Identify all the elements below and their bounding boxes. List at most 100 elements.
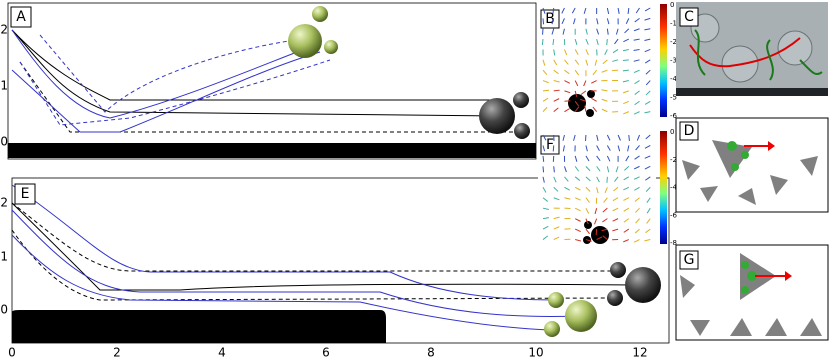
field-arrow — [623, 228, 630, 233]
field-arrow — [553, 226, 560, 230]
field-arrow — [601, 228, 608, 232]
field-arrow — [553, 80, 560, 83]
field-arrow — [614, 176, 619, 182]
field-arrow — [591, 97, 597, 102]
colorbar-tick-label: 0 — [670, 1, 674, 9]
field-arrow — [542, 69, 548, 76]
field-arrow — [613, 186, 619, 192]
field-arrow — [612, 218, 619, 222]
field-arrow — [574, 49, 579, 55]
field-arrow — [574, 100, 580, 107]
field-arrow — [585, 228, 590, 235]
field-arrow — [633, 176, 640, 180]
field-arrow — [606, 134, 611, 141]
field-arrow — [633, 59, 640, 62]
field-arrow — [622, 59, 629, 61]
field-arrow — [562, 28, 565, 35]
panel-g: G — [675, 244, 829, 341]
field-arrow — [644, 28, 651, 31]
field-arrow — [585, 166, 591, 172]
panel-a: A 0 1 2 — [0, 2, 537, 160]
field-arrow — [594, 59, 598, 66]
field-arrow — [612, 207, 619, 212]
field-arrow — [574, 69, 580, 76]
field-arrow — [594, 218, 598, 225]
field-arrow — [563, 166, 567, 173]
panel-label: A — [16, 9, 26, 25]
field-arrow — [592, 106, 598, 112]
field-arrow — [625, 155, 630, 162]
field-arrow — [623, 38, 630, 43]
x-tick-label: 0 — [8, 346, 16, 360]
field-arrow — [594, 208, 598, 215]
field-arrow — [563, 49, 568, 56]
field-arrow — [634, 228, 640, 234]
field-arrow — [542, 176, 545, 183]
field-arrow — [645, 134, 651, 140]
field-arrow — [542, 207, 549, 211]
field-arrow — [635, 145, 640, 151]
field-arrow — [571, 7, 576, 14]
field-arrow — [553, 166, 555, 173]
field-arrow — [633, 69, 640, 74]
field-arrow — [635, 7, 640, 14]
field-arrow — [596, 176, 600, 183]
field-arrow — [602, 235, 608, 240]
field-arrow — [646, 197, 651, 203]
field-arrow — [564, 69, 570, 75]
panel-label: F — [546, 137, 554, 153]
field-arrow — [542, 7, 546, 14]
field-arrow — [561, 7, 565, 14]
panel-label: D — [684, 123, 695, 139]
field-arrow — [542, 80, 549, 84]
field-arrow — [624, 28, 630, 34]
field-arrow — [627, 7, 630, 15]
field-arrow — [574, 228, 581, 232]
colorbar-tick-label: -8 — [670, 239, 677, 247]
field-arrow — [552, 7, 555, 15]
field-arrow — [553, 69, 559, 75]
field-arrow — [542, 187, 547, 193]
field-arrow — [612, 228, 619, 232]
panel-label: G — [684, 252, 695, 268]
field-arrow — [542, 106, 548, 112]
field-arrow — [580, 90, 587, 95]
field-arrow — [585, 197, 590, 203]
field-arrow — [574, 218, 581, 222]
field-arrow — [634, 80, 640, 85]
field-arrow — [633, 239, 640, 243]
field-arrow — [596, 134, 599, 141]
field-arrow — [606, 28, 609, 35]
y-tick-label: 0 — [0, 303, 8, 317]
field-arrow — [542, 134, 547, 141]
field-arrow — [625, 18, 630, 25]
field-arrow — [574, 155, 578, 162]
field-arrow — [564, 59, 569, 65]
y-tick-label: 2 — [0, 23, 8, 37]
field-arrow — [541, 39, 544, 46]
field-arrow — [553, 98, 560, 102]
field-arrow — [644, 155, 651, 159]
field-arrow — [633, 38, 640, 41]
field-arrow — [574, 166, 580, 172]
colorbar-tick-label: -2 — [670, 156, 677, 164]
y-tick-label: 2 — [0, 196, 8, 210]
field-arrow — [604, 187, 608, 194]
field-arrow — [603, 197, 608, 203]
field-arrow — [564, 80, 571, 84]
field-arrow — [564, 90, 571, 94]
field-arrow — [623, 111, 630, 115]
field-arrow — [612, 59, 619, 62]
field-arrow — [542, 217, 549, 220]
field-arrow — [622, 90, 629, 94]
field-arrow — [606, 166, 610, 173]
field-arrow — [553, 216, 560, 220]
field-arrow — [596, 28, 600, 35]
field-arrow — [612, 49, 619, 54]
field-arrow — [596, 38, 599, 45]
field-arrow — [601, 89, 608, 92]
field-arrow — [596, 166, 601, 172]
panel-d: D — [675, 117, 829, 213]
field-arrow — [574, 176, 581, 181]
